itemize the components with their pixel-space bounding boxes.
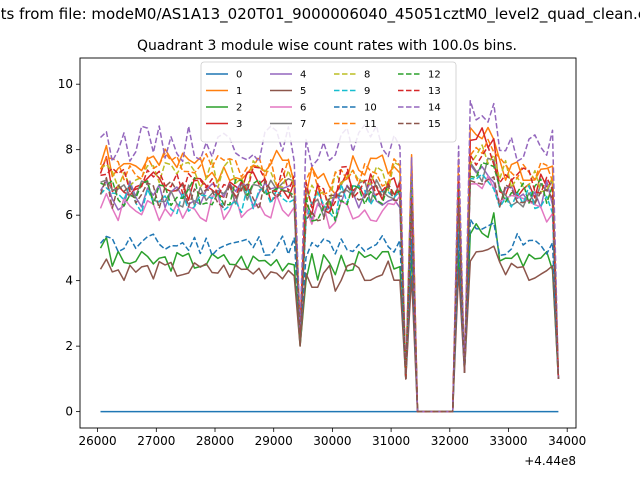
legend-label-13: 13 (428, 86, 441, 97)
legend-label-3: 3 (236, 119, 242, 130)
chart-title: Quadrant 3 module wise count rates with … (137, 38, 517, 54)
legend-label-2: 2 (236, 103, 242, 114)
series-line-10 (99, 218, 560, 413)
series-line-13 (100, 145, 560, 413)
legend-label-1: 1 (236, 86, 242, 97)
legend-label-6: 6 (300, 103, 306, 114)
legend-label-9: 9 (364, 86, 370, 97)
x-tick-label: 29000 (255, 434, 293, 448)
series-line-11 (99, 138, 560, 413)
legend-label-10: 10 (364, 103, 377, 114)
axes-frame (79, 57, 577, 429)
x-tick-label: 28000 (196, 434, 234, 448)
series-line-12 (100, 161, 560, 413)
legend-label-5: 5 (300, 86, 306, 97)
legend-label-15: 15 (428, 119, 441, 130)
series-line-2 (99, 212, 560, 413)
legend-label-12: 12 (428, 70, 441, 81)
series-line-1 (99, 126, 560, 413)
legend-box (200, 61, 457, 143)
x-offset-label: +4.44e8 (524, 454, 576, 468)
x-tick-label: 33000 (489, 434, 527, 448)
series-line-15 (99, 176, 560, 413)
y-tick-label: 8 (65, 143, 73, 157)
series-line-4 (99, 164, 560, 413)
legend-label-4: 4 (300, 70, 306, 81)
legend-label-8: 8 (364, 70, 370, 81)
y-tick-label: 2 (65, 339, 73, 353)
x-tick-label: 27000 (137, 434, 175, 448)
x-tick-label: 26000 (79, 434, 117, 448)
legend-label-0: 0 (236, 70, 242, 81)
legend-label-14: 14 (428, 103, 441, 114)
series-line-14 (99, 99, 560, 413)
x-tick-label: 31000 (372, 434, 410, 448)
y-axis: 0 2 4 6 8 10 (58, 77, 80, 419)
x-tick-label: 30000 (313, 434, 351, 448)
figure-suptitle: Plots from file: modeM0/AS1A13_020T01_90… (0, 5, 640, 24)
y-tick-label: 4 (65, 274, 73, 288)
x-tick-label: 34000 (548, 434, 586, 448)
y-tick-label: 6 (65, 208, 73, 222)
x-tick-label: 32000 (431, 434, 469, 448)
y-tick-label: 10 (58, 77, 73, 91)
plot-area (99, 99, 560, 413)
series-line-7 (100, 157, 560, 413)
series-line-5 (99, 245, 560, 413)
y-tick-label: 0 (65, 405, 73, 419)
legend-label-7: 7 (300, 119, 306, 130)
x-axis: 26000 27000 28000 29000 30000 31000 32000 33000… (79, 428, 586, 448)
legend-label-11: 11 (364, 119, 377, 130)
